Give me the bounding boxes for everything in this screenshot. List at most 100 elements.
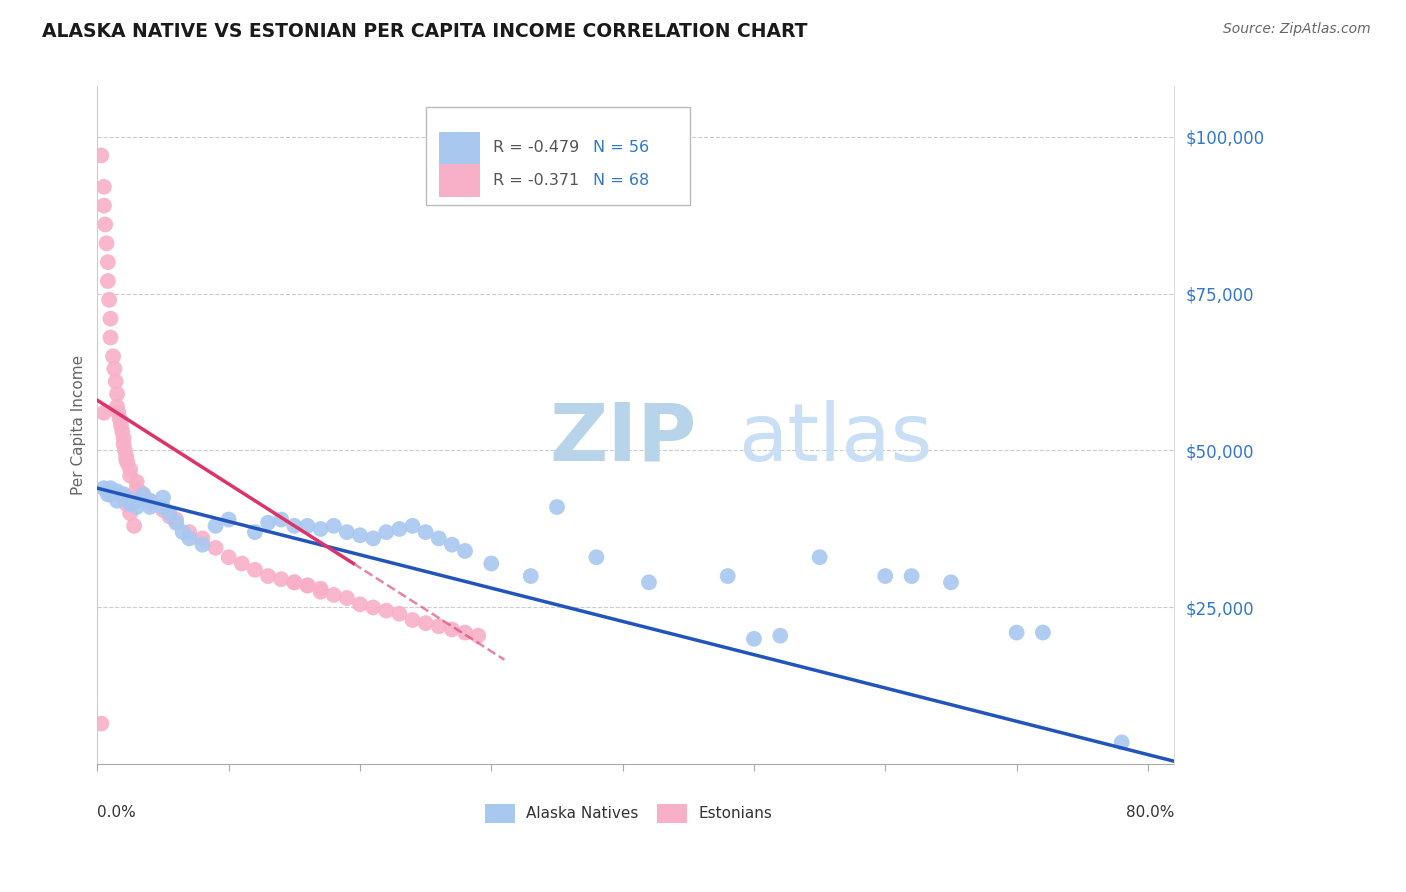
Point [401,613,423,627]
Point [388,607,411,621]
Point [336,525,359,540]
Point [309,582,332,596]
Point [283,575,305,590]
Point [120,493,142,508]
Point [125,500,148,514]
Point [454,625,477,640]
Point [97,274,120,288]
Point [139,497,162,511]
Point [1005,625,1028,640]
Point [440,538,463,552]
Point [283,575,305,590]
Point [112,487,135,501]
Text: Estonians: Estonians [699,805,772,821]
Point [152,491,174,505]
Text: atlas: atlas [738,400,932,478]
Point [105,484,128,499]
Point [139,493,162,508]
Point [107,406,129,420]
Point [191,532,214,546]
Point [90,148,112,162]
Point [900,569,922,583]
Point [191,538,214,552]
Text: ALASKA NATIVE VS ESTONIAN PER CAPITA INCOME CORRELATION CHART: ALASKA NATIVE VS ESTONIAN PER CAPITA INC… [42,22,807,41]
Point [467,629,489,643]
Point [336,591,359,605]
Point [742,632,765,646]
Point [257,516,280,530]
Point [231,557,253,571]
Bar [439,164,479,197]
Point [322,519,344,533]
Point [100,481,122,495]
Point [93,199,115,213]
Point [110,418,132,433]
Point [270,572,292,586]
Point [297,578,319,592]
Point [120,497,142,511]
Point [152,500,174,514]
Point [101,349,124,363]
Point [96,236,118,251]
Point [875,569,897,583]
Text: ZIP: ZIP [550,400,697,478]
Point [179,532,201,546]
Point [519,569,541,583]
Point [112,491,135,505]
Point [120,468,142,483]
Point [125,493,148,508]
Point [115,497,138,511]
Point [309,522,332,536]
Text: Alaska Natives: Alaska Natives [526,805,638,821]
Point [361,600,384,615]
Point [717,569,740,583]
Point [243,563,266,577]
Point [104,375,127,389]
Point [218,550,240,565]
Point [108,412,131,426]
Point [361,532,384,546]
Point [97,255,120,269]
Point [114,443,136,458]
Point [115,453,138,467]
Point [93,481,115,495]
Point [218,512,240,526]
Point [322,588,344,602]
Point [939,575,962,590]
Point [93,406,115,420]
Point [204,519,226,533]
Point [115,450,138,464]
Point [1111,735,1133,749]
Point [546,500,568,514]
Point [117,456,139,470]
Point [375,525,398,540]
Point [349,528,371,542]
Point [122,519,145,533]
Point [808,550,831,565]
Point [243,525,266,540]
Point [103,362,125,376]
Point [152,503,174,517]
FancyBboxPatch shape [426,107,689,205]
Point [100,487,122,501]
Point [349,597,371,611]
Text: N = 68: N = 68 [593,173,650,188]
Point [479,557,502,571]
Point [179,525,201,540]
Text: N = 56: N = 56 [593,141,648,155]
Point [172,525,194,540]
Point [93,179,115,194]
Point [165,512,187,526]
Y-axis label: Per Capita Income: Per Capita Income [72,355,86,495]
Point [415,616,437,631]
Point [125,481,148,495]
Point [309,584,332,599]
Point [440,623,463,637]
Point [165,516,187,530]
Point [112,431,135,445]
Point [139,500,162,514]
Bar [439,132,479,164]
Point [111,425,134,439]
Point [132,487,155,501]
Point [1032,625,1054,640]
